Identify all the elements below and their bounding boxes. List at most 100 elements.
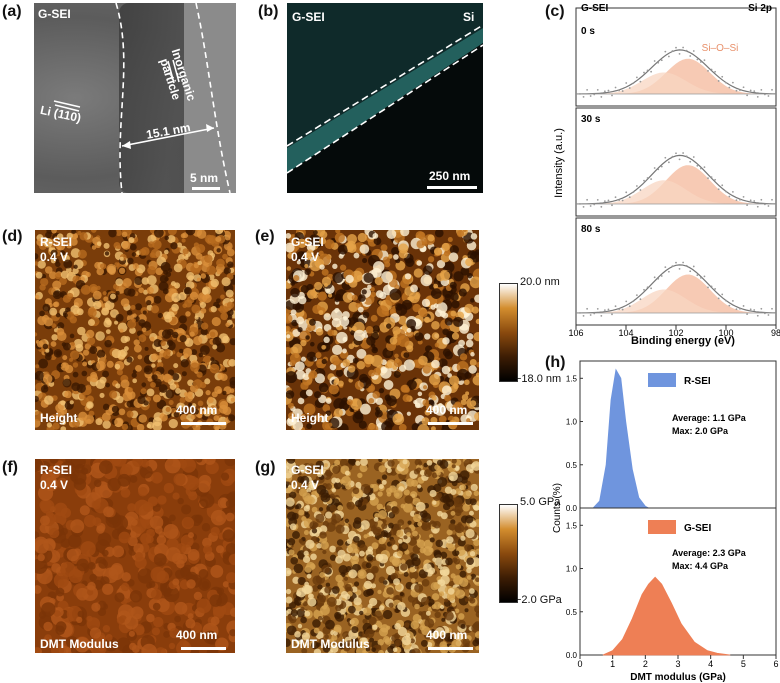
xps-point bbox=[600, 96, 603, 98]
hist-ytick-label: 1.0 bbox=[566, 565, 578, 574]
xps-tag: G-SEI bbox=[581, 3, 608, 14]
xps-xlabel: Binding energy (eV) bbox=[631, 335, 735, 347]
xps-point bbox=[621, 90, 624, 92]
annotation-average: Average: 1.1 GPa bbox=[672, 413, 747, 423]
annotation-average: Average: 2.3 GPa bbox=[672, 548, 747, 558]
xps-point bbox=[611, 94, 613, 97]
xps-time: 80 s bbox=[581, 224, 601, 235]
panel-e-label: (e) bbox=[255, 228, 275, 245]
xps-point bbox=[749, 199, 752, 202]
xps-point bbox=[742, 305, 745, 307]
modulus-min: −2.0 GPa bbox=[515, 594, 562, 606]
xps-point bbox=[696, 58, 699, 61]
hist-xtick-label: 3 bbox=[675, 659, 680, 669]
xps-point bbox=[643, 71, 645, 74]
xps-point bbox=[675, 261, 677, 264]
xps-xtick-label: 106 bbox=[568, 328, 583, 338]
hist-ytick-label: 1.0 bbox=[566, 418, 578, 427]
eds-tag: G-SEI bbox=[292, 10, 325, 24]
voltage: 0.4 V bbox=[40, 250, 69, 264]
afm-height-g bbox=[286, 230, 479, 430]
xps-point bbox=[682, 46, 685, 49]
panel-g-label: (g) bbox=[255, 459, 276, 476]
xps-point bbox=[703, 275, 706, 278]
hist-ytick-label: 0.0 bbox=[566, 651, 578, 660]
tem-image: G-SEI Li (110) Inorganic particle 15.1 n… bbox=[34, 3, 236, 193]
xps-point bbox=[586, 198, 589, 201]
scale-bar bbox=[428, 647, 473, 650]
xps-component bbox=[576, 180, 776, 204]
xps-point bbox=[650, 70, 653, 73]
xps-point bbox=[646, 177, 649, 179]
scale-label: 400 nm bbox=[426, 628, 468, 642]
xps-point bbox=[579, 312, 581, 314]
xps-point bbox=[660, 275, 663, 277]
xps-point bbox=[579, 93, 581, 95]
xps-point bbox=[657, 61, 660, 64]
xps-point bbox=[653, 60, 656, 62]
hist-xtick-label: 6 bbox=[773, 659, 778, 669]
xps-point bbox=[753, 200, 756, 202]
xps-point bbox=[707, 177, 709, 180]
xps-point bbox=[643, 288, 645, 291]
xps-point bbox=[721, 184, 724, 187]
afm-height-r bbox=[35, 230, 235, 430]
xps-point bbox=[593, 203, 596, 206]
xps-point bbox=[692, 156, 695, 158]
xps-point bbox=[664, 156, 667, 159]
xps-point bbox=[714, 178, 717, 181]
afm-modulus-g bbox=[286, 459, 479, 653]
xps-point bbox=[767, 314, 770, 316]
xps-point bbox=[664, 266, 667, 269]
hist-ytick-label: 1.5 bbox=[566, 521, 578, 530]
xps-point bbox=[731, 300, 734, 302]
xps-component bbox=[576, 72, 776, 94]
xps-point bbox=[625, 300, 628, 303]
xps-xtick-label: 104 bbox=[618, 328, 633, 338]
xps-point bbox=[703, 59, 706, 62]
xps-point bbox=[635, 185, 638, 187]
xps-point bbox=[689, 55, 692, 57]
xps-point bbox=[646, 286, 649, 289]
xps-point bbox=[667, 161, 670, 164]
xps-point bbox=[589, 314, 592, 316]
panel-h-label: (h) bbox=[545, 354, 566, 371]
xps-orbital: Si 2p bbox=[748, 3, 772, 14]
xps-point bbox=[735, 89, 738, 92]
xps-point bbox=[603, 200, 606, 203]
xps-point bbox=[685, 49, 688, 52]
xps-point bbox=[618, 308, 621, 311]
xps-envelope bbox=[575, 49, 777, 95]
xps-point bbox=[710, 176, 713, 179]
xps-point bbox=[618, 199, 621, 201]
xps-point bbox=[717, 188, 720, 191]
xps-point bbox=[628, 305, 631, 308]
xps-point bbox=[742, 86, 745, 89]
xps-point bbox=[739, 89, 741, 92]
xps-point bbox=[703, 166, 706, 168]
xps-point bbox=[657, 277, 660, 280]
xps-point bbox=[728, 86, 731, 89]
xps-point bbox=[639, 189, 642, 191]
hist-ytick-label: 0.5 bbox=[566, 608, 578, 617]
annotation-max: Max: 2.0 GPa bbox=[672, 426, 729, 436]
legend-label: R-SEI bbox=[684, 376, 711, 387]
xps-point bbox=[589, 205, 592, 207]
xps-point bbox=[724, 299, 727, 302]
xps-point bbox=[696, 274, 699, 277]
xps-point bbox=[607, 199, 610, 202]
xps-peak-label: Si–O–Si bbox=[702, 43, 739, 54]
panel-a-label: (a) bbox=[2, 3, 22, 20]
xps-point bbox=[763, 312, 766, 315]
xps-point bbox=[586, 307, 589, 310]
tag: G-SEI bbox=[291, 463, 324, 477]
xps-point bbox=[678, 53, 681, 55]
xps-point bbox=[692, 265, 695, 268]
xps-point bbox=[639, 298, 642, 301]
hist-xtick-label: 4 bbox=[708, 659, 713, 669]
xps-point bbox=[675, 46, 677, 49]
scale-label: 400 nm bbox=[426, 403, 468, 417]
xps-point bbox=[632, 300, 635, 303]
xps-point bbox=[579, 203, 581, 205]
xps-point bbox=[728, 304, 731, 307]
